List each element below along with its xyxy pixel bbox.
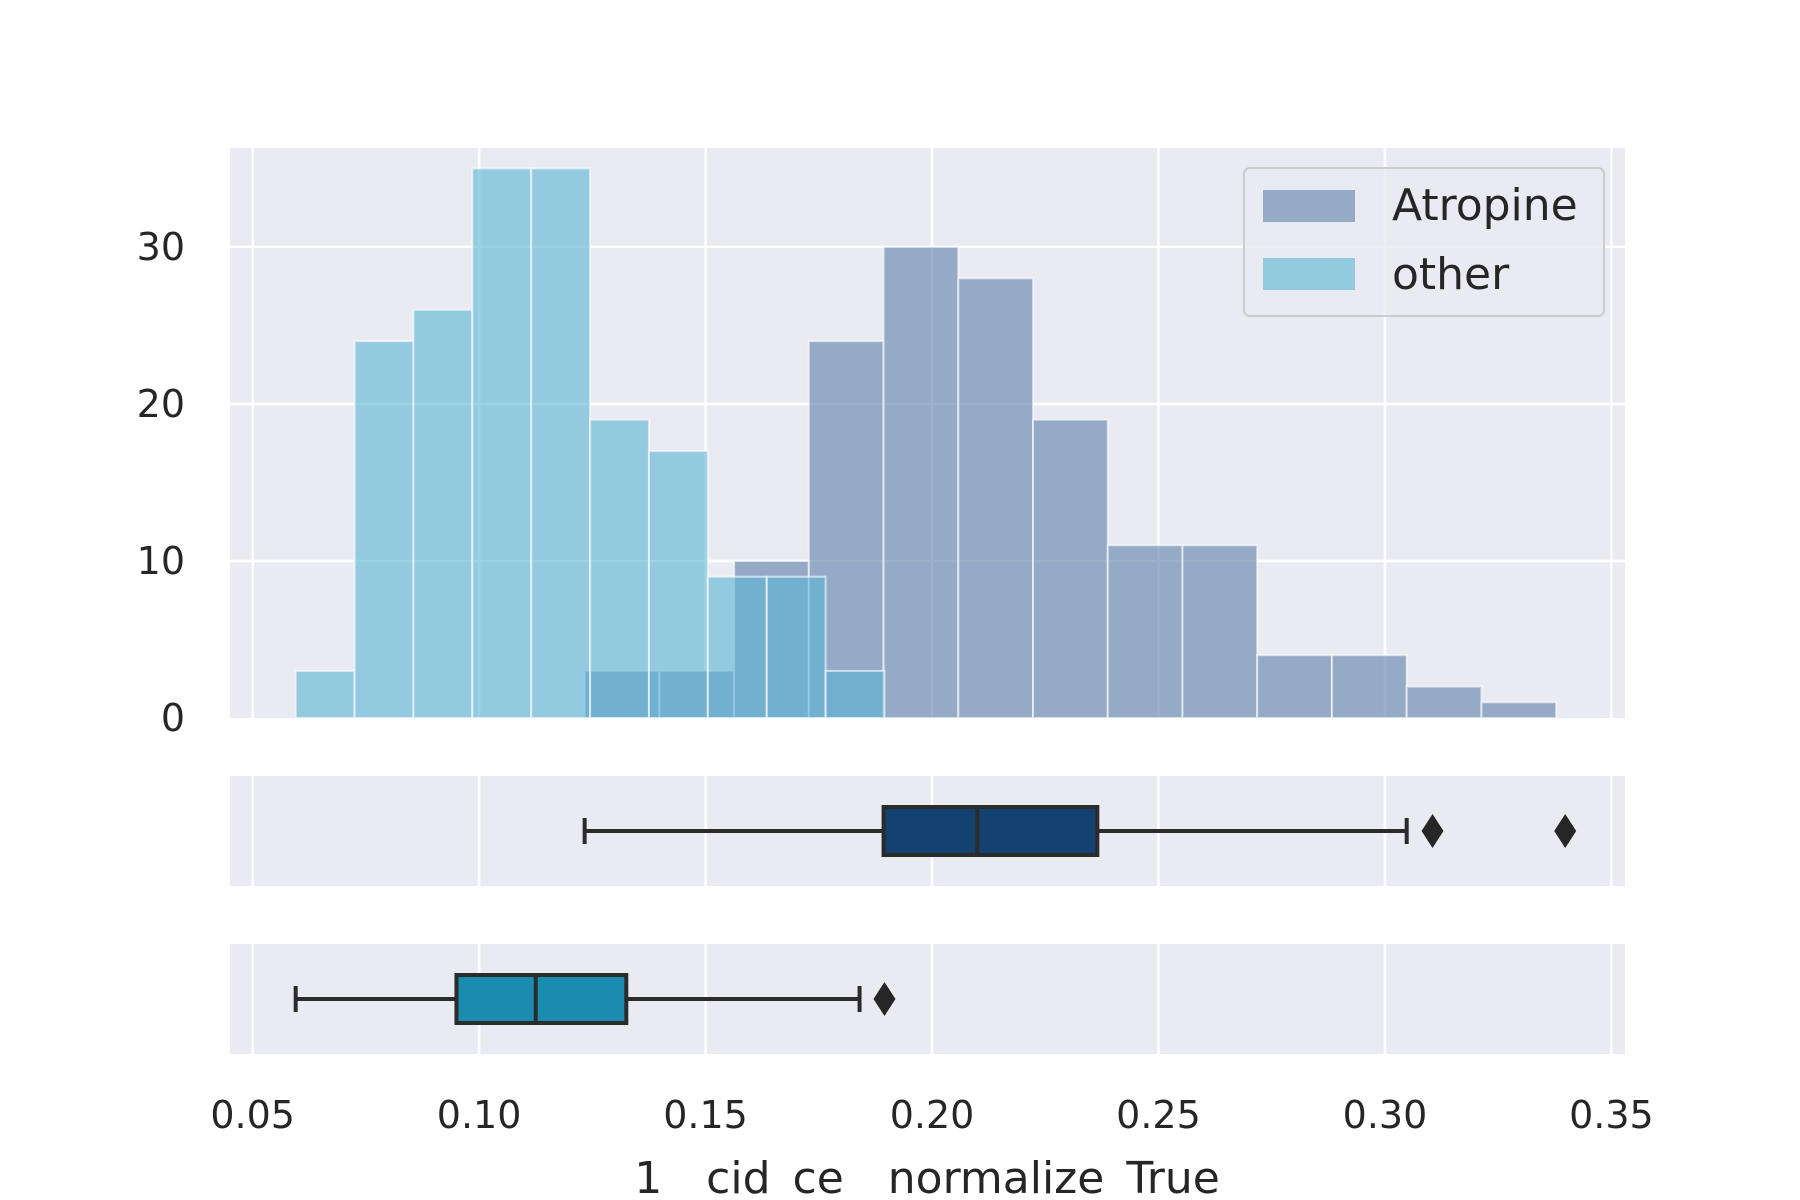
x-axis-ticks: 0.05 0.10 0.15 0.20 0.25 0.30 0.35 (210, 1093, 1653, 1137)
histogram-bar-atropine (1405, 685, 1483, 719)
histogram-bar-atropine (1480, 701, 1558, 720)
outlier-point (873, 982, 896, 1016)
histogram-bar-other (824, 669, 886, 720)
histogram-bar-atropine (1032, 418, 1109, 719)
boxplot-other (293, 973, 896, 1025)
y-axis-ticks: 0 10 20 30 (137, 225, 185, 740)
y-tick-label: 20 (137, 382, 185, 426)
legend-label-other: other (1392, 249, 1510, 300)
histogram-bar-other (706, 575, 768, 719)
legend: Atropine other (1243, 167, 1605, 317)
x-tick-label: 0.15 (663, 1093, 748, 1137)
x-tick-label: 0.20 (890, 1093, 975, 1137)
histogram-bar-atropine (1106, 544, 1184, 719)
histogram-bar-other (412, 308, 474, 719)
box-iqr (454, 973, 629, 1025)
box-iqr (881, 805, 1100, 857)
y-tick-label: 10 (137, 539, 185, 583)
x-tick-label: 0.05 (210, 1093, 295, 1137)
x-tick-label: 0.35 (1569, 1093, 1654, 1137)
histogram-bar-other (765, 575, 827, 719)
histogram-bar-atropine (1181, 544, 1259, 719)
histogram-bars (294, 167, 1558, 720)
x-tick-label: 0.10 (437, 1093, 522, 1137)
histogram-bar-other (471, 167, 533, 720)
legend-swatch-atropine (1263, 190, 1355, 222)
x-tick-label: 0.25 (1116, 1093, 1201, 1137)
histogram-bar-other (294, 669, 356, 720)
histogram-bar-other (589, 418, 650, 719)
outlier-point (1421, 814, 1444, 848)
legend-label-atropine: Atropine (1392, 180, 1578, 231)
y-tick-label: 0 (161, 696, 185, 740)
histogram-bar-atropine (882, 245, 960, 719)
histogram-bar-other (647, 450, 709, 719)
legend-swatch-other (1263, 258, 1355, 290)
histogram-bar-atropine (1330, 654, 1408, 719)
histogram-bar-other (353, 340, 415, 719)
x-axis-title: 1__cid_ce__normalize_True (634, 1153, 1220, 1200)
histogram-bar-atropine (1256, 654, 1333, 719)
histogram-bar-other (530, 167, 592, 720)
outlier-point (1554, 814, 1577, 848)
x-tick-label: 0.30 (1343, 1093, 1428, 1137)
histogram-bar-atropine (957, 277, 1035, 719)
boxplot-atropine (582, 805, 1577, 857)
y-tick-label: 30 (137, 225, 185, 269)
